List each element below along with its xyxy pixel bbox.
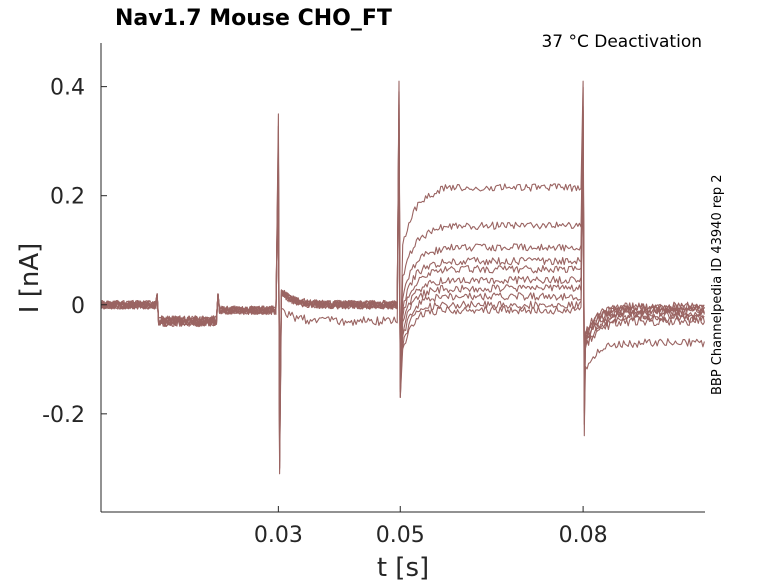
y-axis-label: I [nA] bbox=[15, 243, 45, 313]
trace-line bbox=[100, 146, 705, 475]
x-tick-label: 0.03 bbox=[254, 523, 303, 548]
trace-line bbox=[100, 80, 705, 462]
y-tick-label: 0.4 bbox=[50, 76, 85, 101]
x-ticks: 0.03 0.05 0.08 bbox=[254, 506, 608, 548]
chart-title: Nav1.7 Mouse CHO_FT bbox=[115, 6, 392, 31]
y-tick-label: -0.2 bbox=[42, 403, 85, 428]
x-tick-label: 0.08 bbox=[559, 523, 608, 548]
chart-subtitle: 37 °C Deactivation bbox=[541, 32, 702, 52]
x-tick-label: 0.05 bbox=[376, 523, 425, 548]
side-label: BBP Channelpedia ID 43940 rep 2 bbox=[710, 174, 725, 395]
trace-line bbox=[100, 109, 705, 469]
y-ticks: 0.4 0.2 0 -0.2 bbox=[42, 76, 107, 428]
trace-line bbox=[100, 148, 705, 449]
y-tick-label: 0 bbox=[71, 294, 85, 319]
y-tick-label: 0.2 bbox=[50, 185, 85, 210]
x-axis-label: t [s] bbox=[377, 553, 429, 583]
trace-line bbox=[100, 91, 705, 439]
traces bbox=[100, 80, 705, 475]
